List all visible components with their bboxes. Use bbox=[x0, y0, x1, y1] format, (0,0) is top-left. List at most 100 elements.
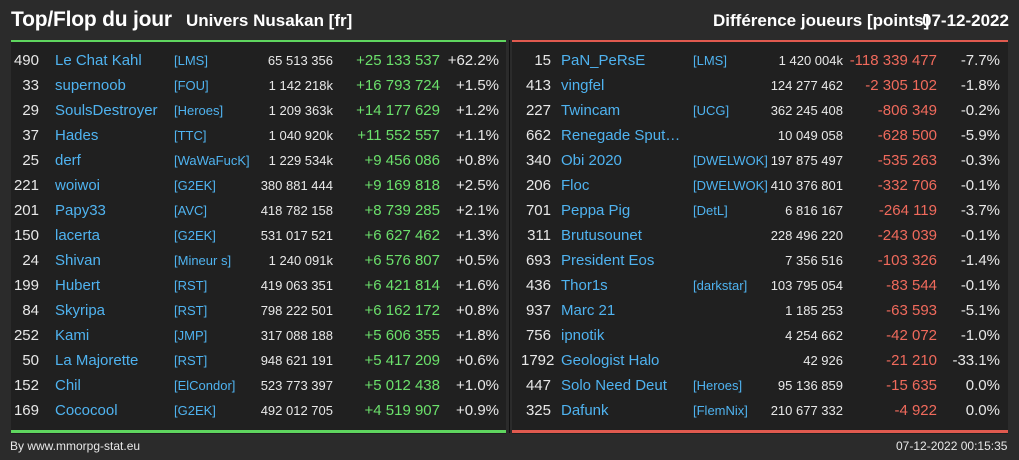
guild-tag-link[interactable]: [TTC] bbox=[174, 128, 207, 143]
player-name-link[interactable]: Floc bbox=[561, 177, 590, 194]
player-name-link[interactable]: Renegade Sputni... bbox=[561, 127, 687, 144]
guild-tag-link[interactable]: [G2EK] bbox=[174, 228, 216, 243]
player-score: 419 063 351 bbox=[260, 278, 333, 293]
player-name-link[interactable]: PaN_PeRsE bbox=[561, 52, 646, 69]
player-name-link[interactable]: Le Chat Kahl bbox=[55, 52, 142, 69]
player-name-link[interactable]: Kami bbox=[55, 327, 90, 344]
player-name-link[interactable]: Thor1s bbox=[561, 277, 608, 294]
player-score: 7 356 516 bbox=[785, 253, 843, 268]
player-name-link[interactable]: Papy33 bbox=[55, 202, 106, 219]
table-row: 150 lacerta [G2EK] 531 017 521 +6 627 462 +1.… bbox=[11, 223, 506, 248]
player-rank: 340 bbox=[525, 152, 551, 169]
guild-tag-link[interactable]: [ElCondor] bbox=[174, 378, 236, 393]
guild-tag-link[interactable]: [DWELWOK] bbox=[693, 178, 768, 193]
guild-tag-link[interactable]: [RST] bbox=[174, 353, 208, 368]
player-name-link[interactable]: Dafunk bbox=[561, 402, 609, 419]
percent-change: -0.2% bbox=[960, 102, 1000, 119]
player-name-link[interactable]: ipnotik bbox=[561, 327, 605, 344]
player-rank: 693 bbox=[525, 252, 551, 269]
guild-tag-link[interactable]: [FlemNix] bbox=[693, 403, 748, 418]
player-rank: 25 bbox=[22, 152, 39, 169]
guild-tag-link[interactable]: [darkstar] bbox=[693, 278, 748, 293]
guild-tag-link[interactable]: [Heroes] bbox=[693, 378, 743, 393]
score-difference: +9 169 818 bbox=[364, 177, 441, 194]
player-score: 418 782 158 bbox=[260, 203, 333, 218]
player-name-link[interactable]: Cococool bbox=[55, 402, 118, 419]
player-name-link[interactable]: Geologist Halo bbox=[561, 352, 660, 369]
player-rank: 24 bbox=[22, 252, 39, 269]
player-score: 1 229 534k bbox=[268, 153, 333, 168]
player-name-link[interactable]: lacerta bbox=[55, 227, 101, 244]
guild-tag-link[interactable]: [DWELWOK] bbox=[693, 153, 768, 168]
player-name-link[interactable]: Hades bbox=[55, 127, 99, 144]
guild-tag-link[interactable]: [G2EK] bbox=[174, 403, 216, 418]
guild-tag-link[interactable]: [LMS] bbox=[174, 53, 208, 68]
player-rank: 37 bbox=[22, 127, 39, 144]
player-name-link[interactable]: derf bbox=[55, 152, 81, 169]
guild-tag-link[interactable]: [FOU] bbox=[174, 78, 209, 93]
percent-change: -3.7% bbox=[960, 202, 1000, 219]
guild-tag-link[interactable]: [RST] bbox=[174, 303, 208, 318]
player-score: 410 376 801 bbox=[770, 178, 843, 193]
table-row: 447 Solo Need Deut [Heroes] 95 136 859 -15 6… bbox=[512, 373, 1008, 398]
player-name-link[interactable]: Skyripa bbox=[55, 302, 106, 319]
player-name-link[interactable]: supernoob bbox=[55, 77, 126, 94]
score-difference: +8 739 285 bbox=[364, 202, 441, 219]
guild-tag-link[interactable]: [Mineur s] bbox=[174, 253, 232, 268]
guild-tag-link[interactable]: [WaWaFucK] bbox=[174, 153, 250, 168]
guild-tag-link[interactable]: [G2EK] bbox=[174, 178, 216, 193]
percent-change: +1.5% bbox=[456, 77, 499, 94]
table-row: 701 Peppa Pig [DetL] 6 816 167 -264 119 -3.7% bbox=[512, 198, 1008, 223]
player-rank: 33 bbox=[22, 77, 39, 94]
player-name-link[interactable]: Shivan bbox=[55, 252, 101, 269]
percent-change: +1.8% bbox=[456, 327, 499, 344]
score-difference: -806 349 bbox=[877, 102, 937, 119]
player-name-link[interactable]: Marc 21 bbox=[561, 302, 616, 319]
table-row: 24 Shivan [Mineur s] 1 240 091k +6 576 807 +0… bbox=[11, 248, 506, 273]
player-name-link[interactable]: Twincam bbox=[561, 102, 621, 119]
score-difference: +6 627 462 bbox=[364, 227, 441, 244]
table-row: 436 Thor1s [darkstar] 103 795 054 -83 544 -0.… bbox=[512, 273, 1008, 298]
guild-tag-link[interactable]: [DetL] bbox=[693, 203, 728, 218]
score-difference: -103 326 bbox=[877, 252, 937, 269]
player-name-link[interactable]: Obi 2020 bbox=[561, 152, 622, 169]
player-rank: 756 bbox=[525, 327, 551, 344]
player-rank: 227 bbox=[525, 102, 551, 119]
player-name-link[interactable]: Brutusounet bbox=[561, 227, 642, 244]
player-name-link[interactable]: vingfel bbox=[561, 77, 605, 94]
guild-tag-link[interactable]: [AVC] bbox=[174, 203, 207, 218]
player-name-link[interactable]: President Eos bbox=[561, 252, 655, 269]
score-difference: -21 210 bbox=[886, 352, 937, 369]
player-rank: 150 bbox=[13, 227, 39, 244]
table-row: 227 Twincam [UCG] 362 245 408 -806 349 -0.2% bbox=[512, 98, 1008, 123]
guild-tag-link[interactable]: [Heroes] bbox=[174, 103, 224, 118]
player-name-link[interactable]: Chil bbox=[55, 377, 81, 394]
table-row: 413 vingfel 124 277 462 -2 305 102 -1.8% bbox=[512, 73, 1008, 98]
table-row: 325 Dafunk [FlemNix] 210 677 332 -4 922 0.0% bbox=[512, 398, 1008, 423]
percent-change: -1.0% bbox=[960, 327, 1000, 344]
player-score: 103 795 054 bbox=[770, 278, 843, 293]
player-name-link[interactable]: Peppa Pig bbox=[561, 202, 631, 219]
player-name-link[interactable]: woiwoi bbox=[55, 177, 101, 194]
table-row: 662 Renegade Sputni... 10 049 058 -628 500 -… bbox=[512, 123, 1008, 148]
guild-tag-link[interactable]: [JMP] bbox=[174, 328, 208, 343]
player-score: 210 677 332 bbox=[770, 403, 843, 418]
table-row: 201 Papy33 [AVC] 418 782 158 +8 739 285 +2.1% bbox=[11, 198, 506, 223]
player-name-link[interactable]: SoulsDestroyer bbox=[55, 102, 158, 119]
player-rank: 169 bbox=[13, 402, 39, 419]
player-score: 948 621 191 bbox=[260, 353, 333, 368]
percent-change: +1.1% bbox=[456, 127, 499, 144]
player-name-link[interactable]: Solo Need Deut bbox=[561, 377, 667, 394]
difference-label: Différence joueurs [points] bbox=[713, 11, 930, 30]
guild-tag-link[interactable]: [LMS] bbox=[693, 53, 727, 68]
table-row: 311 Brutusounet 228 496 220 -243 039 -0.1% bbox=[512, 223, 1008, 248]
player-score: 523 773 397 bbox=[260, 378, 333, 393]
player-score: 95 136 859 bbox=[777, 378, 843, 393]
percent-change: -5.9% bbox=[960, 127, 1000, 144]
player-name-link[interactable]: Hubert bbox=[55, 277, 101, 294]
score-difference: +25 133 537 bbox=[356, 52, 440, 69]
guild-tag-link[interactable]: [RST] bbox=[174, 278, 208, 293]
guild-tag-link[interactable]: [UCG] bbox=[693, 103, 730, 118]
player-score: 228 496 220 bbox=[770, 228, 843, 243]
player-name-link[interactable]: La Majorette bbox=[55, 352, 139, 369]
